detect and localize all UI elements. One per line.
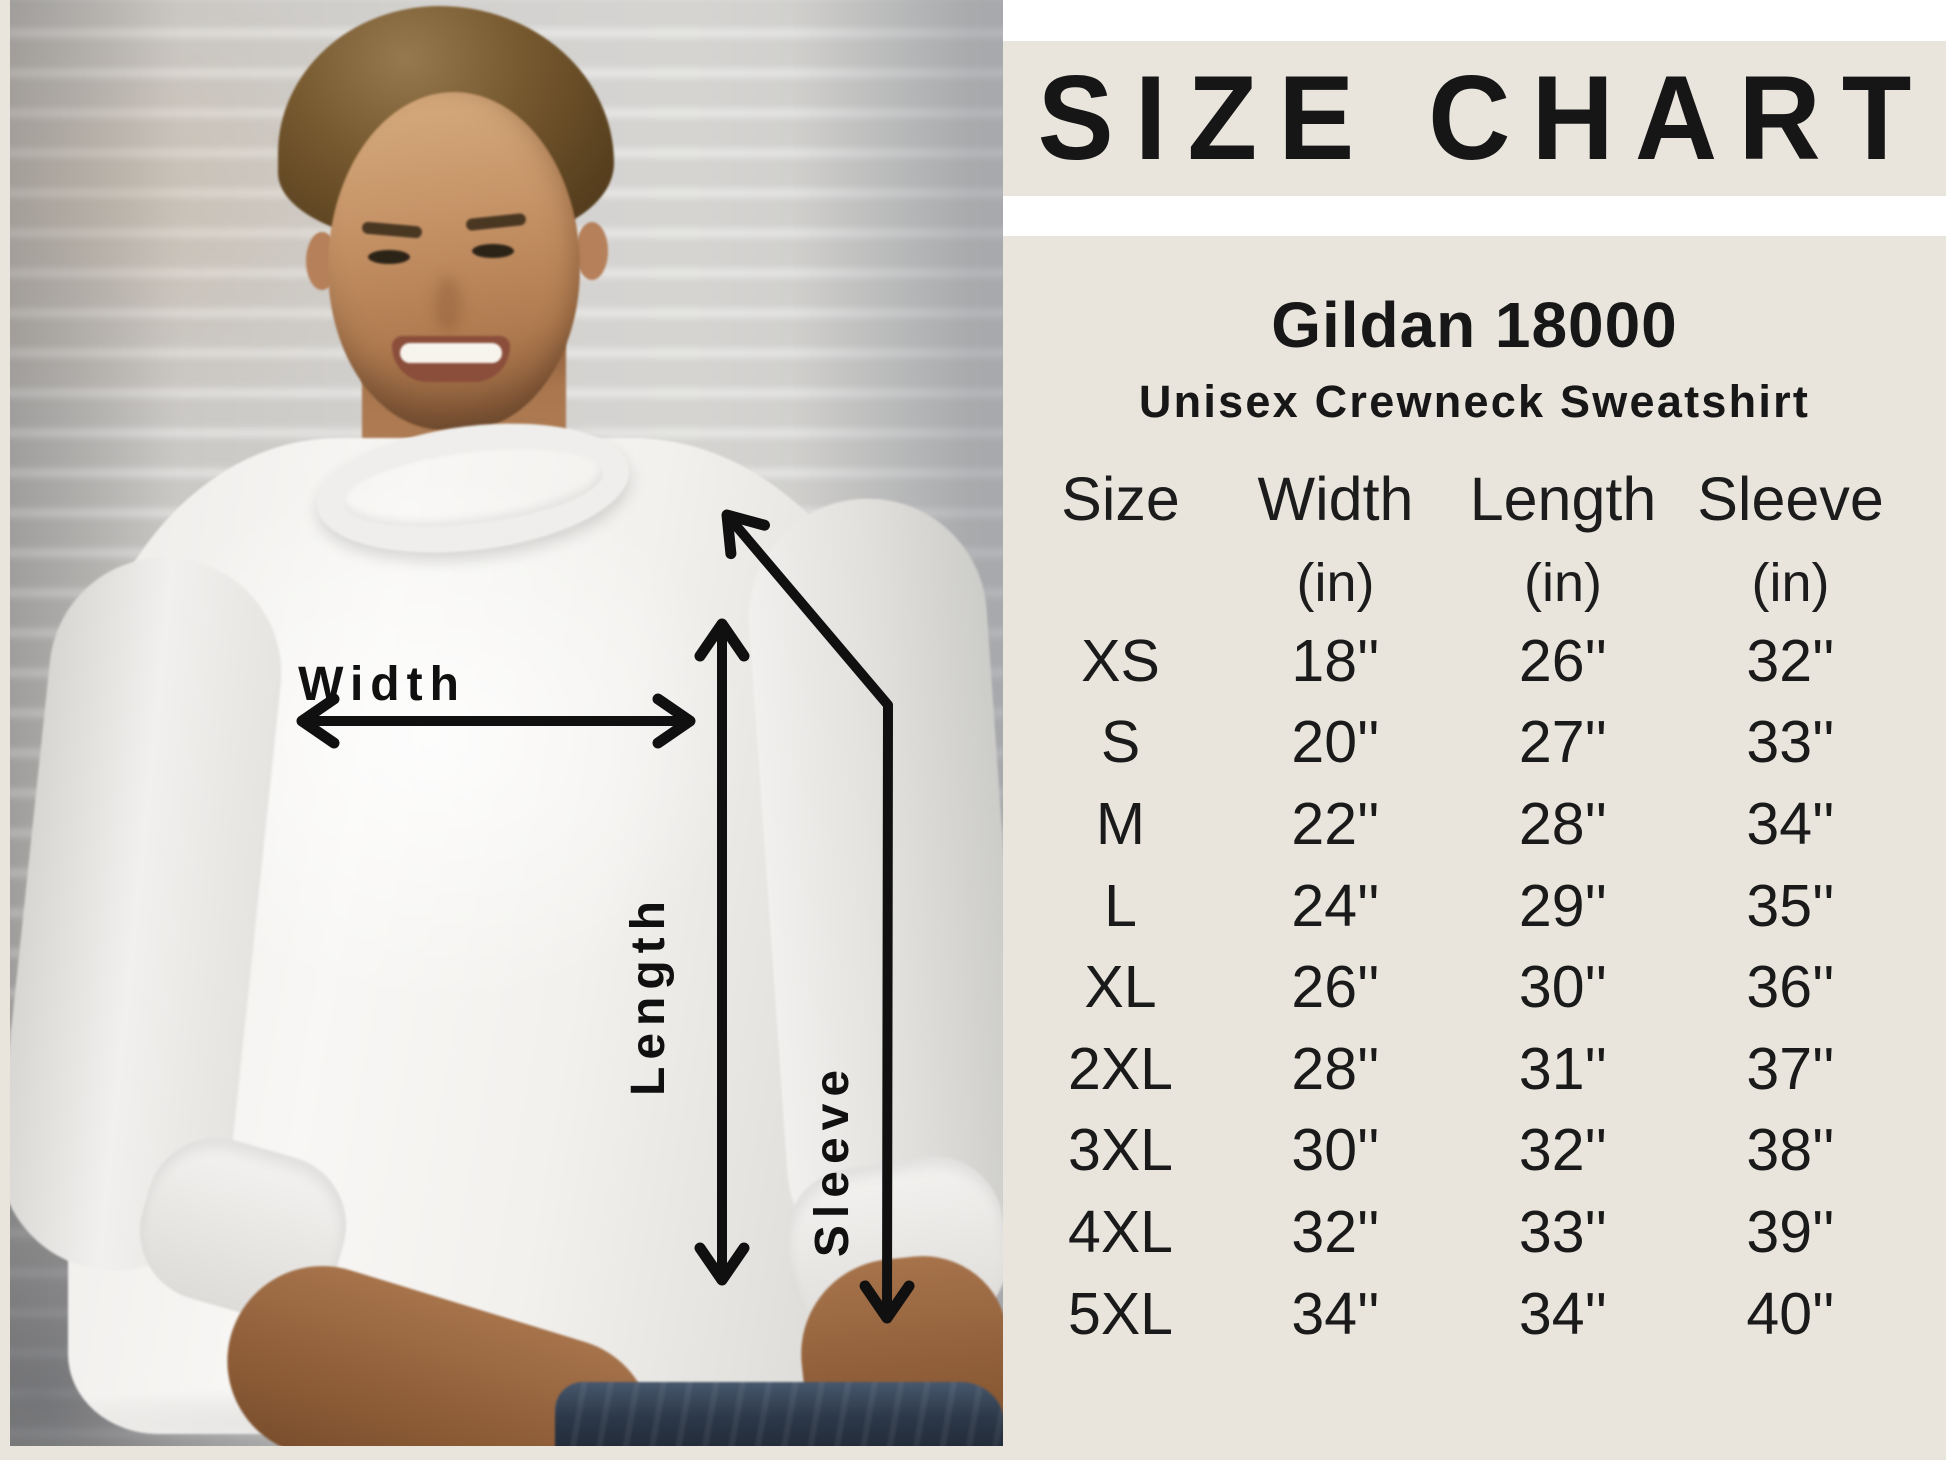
table-cell: 30'' [1518,954,1608,1021]
column-header-width: Width [1257,465,1414,533]
unit-size [1018,552,1223,614]
table-cell: M [1095,790,1146,857]
table-cell: 39'' [1746,1198,1835,1265]
unit-sleeve: (in) [1751,553,1830,613]
table-cell: 30'' [1291,1117,1380,1184]
model-teeth [400,343,502,363]
table-cell: XS [1081,627,1160,694]
measurement-overlay: Width Length Sleeve [296,509,915,1324]
table-cell: 28'' [1291,1035,1380,1102]
table-row: 2XL 28'' 31'' 37'' [1018,1028,1918,1110]
table-cell: 26'' [1518,627,1608,694]
unit-length: (in) [1524,553,1602,613]
product-photo: Width Length Sleeve [10,0,1003,1446]
length-label: Length [622,894,675,1096]
model-eye-right [472,244,514,258]
sleeve-label: Sleeve [806,1063,859,1257]
table-header-row: Size Width Length Sleeve [1018,464,1918,534]
table-cell: 26'' [1291,954,1380,1021]
column-header-size: Size [1061,465,1180,533]
table-cell: 28'' [1518,790,1608,857]
table-row: XL 26'' 30'' 36'' [1018,946,1918,1028]
table-cell: 32'' [1518,1117,1608,1184]
size-chart-panel: SIZE CHART Gildan 18000 Unisex Crewneck … [1003,0,1946,1460]
table-cell: 3XL [1068,1117,1173,1184]
table-cell: XL [1084,954,1157,1021]
sleeve-arrow [721,509,915,1324]
table-cell: 34'' [1291,1280,1380,1347]
table-cell: 2XL [1068,1035,1173,1102]
title-band: SIZE CHART [1003,41,1946,196]
table-cell: 22'' [1291,790,1380,857]
table-cell: 24'' [1291,872,1380,939]
table-cell: 34'' [1746,790,1835,857]
table-cell: 29'' [1518,872,1608,939]
table-cell: S [1100,709,1141,776]
model-nose-shadow [434,276,462,332]
unit-width: (in) [1296,553,1375,613]
table-cell: 37'' [1746,1035,1835,1102]
size-table-rows: XS 18'' 26'' 32'' S 20'' 27'' 33'' M 22'' 28'' 34''… [1018,620,1918,1354]
product-type: Unisex Crewneck Sweatshirt [1138,376,1811,427]
table-cell: 18'' [1291,627,1380,694]
table-cell: 31'' [1518,1035,1608,1102]
page-title: SIZE CHART [1037,51,1933,186]
table-cell: 33'' [1518,1198,1608,1265]
table-row: M 22'' 28'' 34'' [1018,783,1918,865]
table-units-row: (in) (in) (in) [1018,552,1918,614]
table-cell: L [1104,872,1137,939]
table-cell: 20'' [1291,709,1380,776]
column-header-sleeve: Sleeve [1697,465,1884,533]
model-smile [392,336,510,382]
table-cell: 27'' [1518,709,1608,776]
table-cell: 5XL [1068,1280,1173,1347]
table-cell: 32'' [1746,627,1835,694]
table-row: S 20'' 27'' 33'' [1018,702,1918,784]
table-cell: 40'' [1746,1280,1835,1347]
table-cell: 33'' [1746,709,1835,776]
model-jeans [555,1382,1003,1446]
table-cell: 38'' [1746,1117,1835,1184]
table-cell: 36'' [1746,954,1835,1021]
table-row: 5XL 34'' 34'' 40'' [1018,1273,1918,1355]
product-name: Gildan 18000 [1271,289,1678,361]
table-cell: 32'' [1291,1198,1380,1265]
model-eye-left [368,250,410,264]
table-row: 4XL 32'' 33'' 39'' [1018,1191,1918,1273]
model-ear-right [576,222,608,280]
table-cell: 4XL [1068,1198,1173,1265]
column-header-length: Length [1469,465,1657,533]
size-chart-content: Gildan 18000 Unisex Crewneck Sweatshirt … [1003,236,1946,1460]
table-row: 3XL 30'' 32'' 38'' [1018,1110,1918,1192]
table-row: L 24'' 29'' 35'' [1018,865,1918,947]
table-cell: 35'' [1746,872,1835,939]
table-row: XS 18'' 26'' 32'' [1018,620,1918,702]
width-label: Width [298,658,466,711]
table-cell: 34'' [1518,1280,1608,1347]
